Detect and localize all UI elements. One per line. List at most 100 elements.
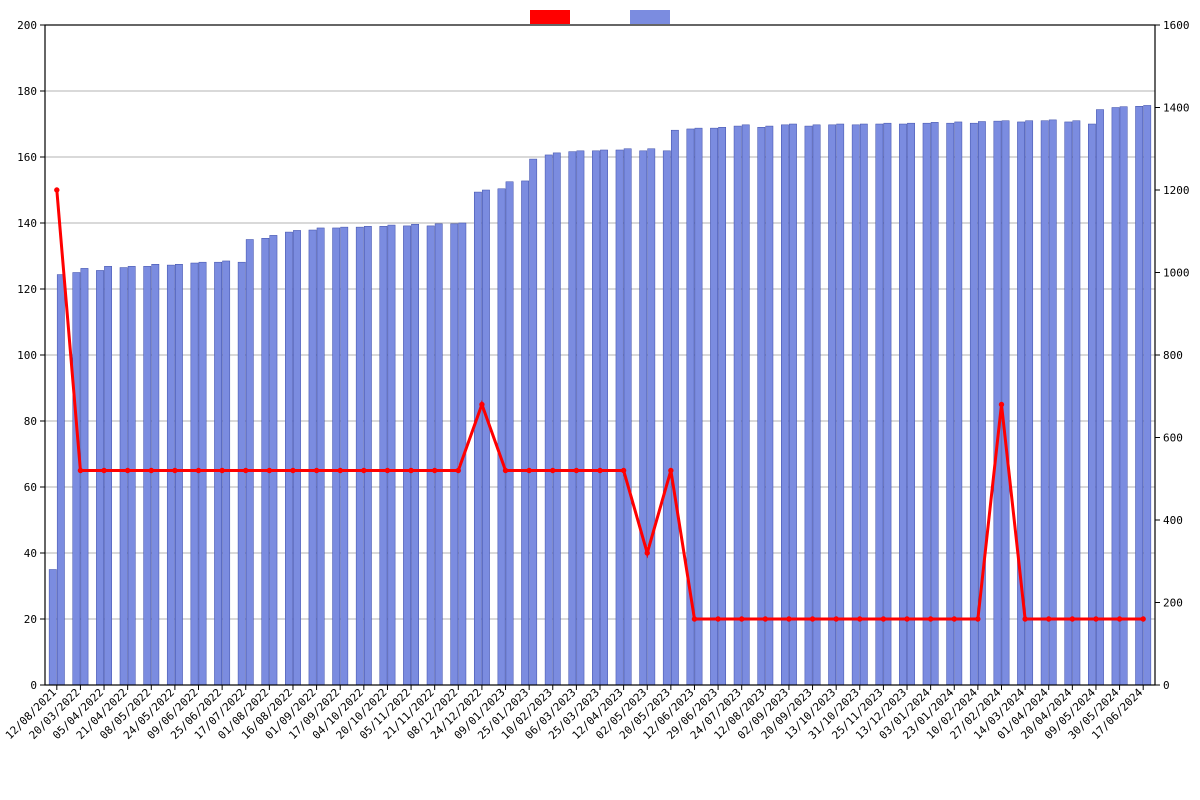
- ytick-label-right: 400: [1163, 514, 1183, 527]
- bar: [191, 263, 198, 685]
- line-marker: [999, 402, 1003, 406]
- bar: [57, 275, 64, 685]
- line-marker: [574, 468, 578, 472]
- ytick-label-left: 140: [17, 217, 37, 230]
- bar: [144, 266, 151, 685]
- bar: [246, 240, 253, 686]
- bar: [955, 122, 962, 685]
- bar: [616, 150, 623, 685]
- bar: [506, 182, 513, 685]
- line-marker: [385, 468, 389, 472]
- bar: [175, 264, 182, 685]
- bar: [333, 228, 340, 685]
- ytick-label-left: 120: [17, 283, 37, 296]
- bar: [1041, 121, 1048, 685]
- line-marker: [763, 617, 767, 621]
- bar: [947, 123, 954, 685]
- bar: [474, 192, 481, 685]
- bar: [1112, 108, 1119, 686]
- line-marker: [527, 468, 531, 472]
- line-marker: [267, 468, 271, 472]
- bar: [364, 226, 371, 685]
- legend-swatch: [530, 10, 570, 24]
- bar: [569, 152, 576, 685]
- combo-chart: 0204060801001201401601802000200400600800…: [0, 0, 1200, 800]
- line-marker: [1023, 617, 1027, 621]
- bar: [545, 155, 552, 685]
- line-marker: [1070, 617, 1074, 621]
- bar: [805, 126, 812, 685]
- bar: [718, 127, 725, 685]
- bar: [884, 123, 891, 685]
- line-marker: [858, 617, 862, 621]
- bar: [482, 190, 489, 685]
- bar: [624, 149, 631, 685]
- line-marker: [621, 468, 625, 472]
- bar: [1144, 105, 1151, 685]
- line-marker: [716, 617, 720, 621]
- bar: [577, 151, 584, 685]
- line-marker: [645, 551, 649, 555]
- ytick-label-left: 200: [17, 19, 37, 32]
- bar: [1049, 120, 1056, 685]
- line-marker: [196, 468, 200, 472]
- line-marker: [787, 617, 791, 621]
- bar: [1096, 110, 1103, 685]
- line-marker: [740, 617, 744, 621]
- bar: [1065, 122, 1072, 685]
- ytick-label-left: 20: [24, 613, 37, 626]
- line-marker: [432, 468, 436, 472]
- line-marker: [1094, 617, 1098, 621]
- ytick-label-right: 200: [1163, 597, 1183, 610]
- bar: [1025, 121, 1032, 685]
- bar: [309, 230, 316, 685]
- bar: [553, 153, 560, 685]
- ytick-label-right: 1400: [1163, 102, 1190, 115]
- line-marker: [810, 617, 814, 621]
- bar: [852, 125, 859, 685]
- ytick-label-left: 180: [17, 85, 37, 98]
- ytick-label-left: 40: [24, 547, 37, 560]
- bar: [73, 273, 80, 686]
- bar: [1136, 106, 1143, 685]
- bar: [380, 226, 387, 685]
- bar: [128, 266, 135, 685]
- bar: [530, 159, 537, 685]
- line-marker: [480, 402, 484, 406]
- bar: [837, 124, 844, 685]
- line-marker: [102, 468, 106, 472]
- bar: [152, 264, 159, 685]
- line-marker: [409, 468, 413, 472]
- line-marker: [692, 617, 696, 621]
- ytick-label-right: 1200: [1163, 184, 1190, 197]
- bar: [498, 189, 505, 685]
- bar: [167, 265, 174, 685]
- bar: [341, 227, 348, 685]
- line-marker: [834, 617, 838, 621]
- bar: [860, 124, 867, 685]
- bar: [781, 125, 788, 685]
- line-marker: [952, 617, 956, 621]
- bar: [427, 226, 434, 685]
- ytick-label-right: 1000: [1163, 267, 1190, 280]
- bar: [742, 125, 749, 685]
- line-marker: [78, 468, 82, 472]
- bar: [223, 261, 230, 685]
- bar: [1088, 124, 1095, 685]
- line-marker: [928, 617, 932, 621]
- bar: [970, 123, 977, 685]
- legend-swatch: [630, 10, 670, 24]
- ytick-label-left: 60: [24, 481, 37, 494]
- bar: [435, 224, 442, 685]
- line-marker: [244, 468, 248, 472]
- line-marker: [173, 468, 177, 472]
- line-marker: [291, 468, 295, 472]
- bar: [403, 226, 410, 685]
- bar: [592, 151, 599, 685]
- bar: [293, 230, 300, 685]
- line-marker: [362, 468, 366, 472]
- bar: [270, 235, 277, 685]
- bar: [1120, 107, 1127, 685]
- line-marker: [976, 617, 980, 621]
- bar: [828, 125, 835, 685]
